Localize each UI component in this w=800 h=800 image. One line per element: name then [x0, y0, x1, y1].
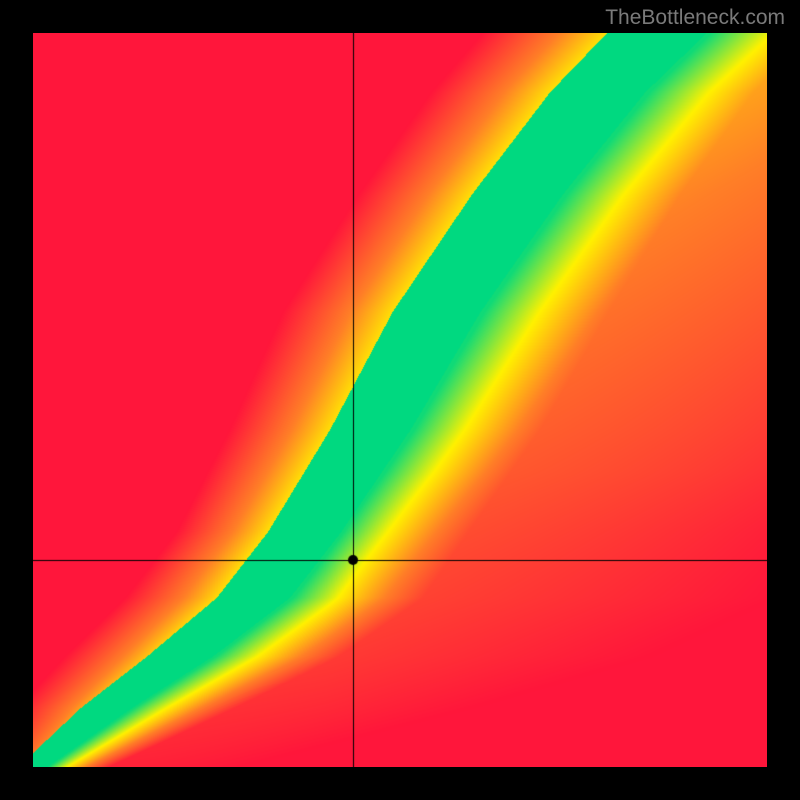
- plot-area: [33, 33, 767, 767]
- watermark-text: TheBottleneck.com: [605, 6, 785, 30]
- heatmap-canvas: [33, 33, 767, 767]
- chart-container: TheBottleneck.com: [0, 0, 800, 800]
